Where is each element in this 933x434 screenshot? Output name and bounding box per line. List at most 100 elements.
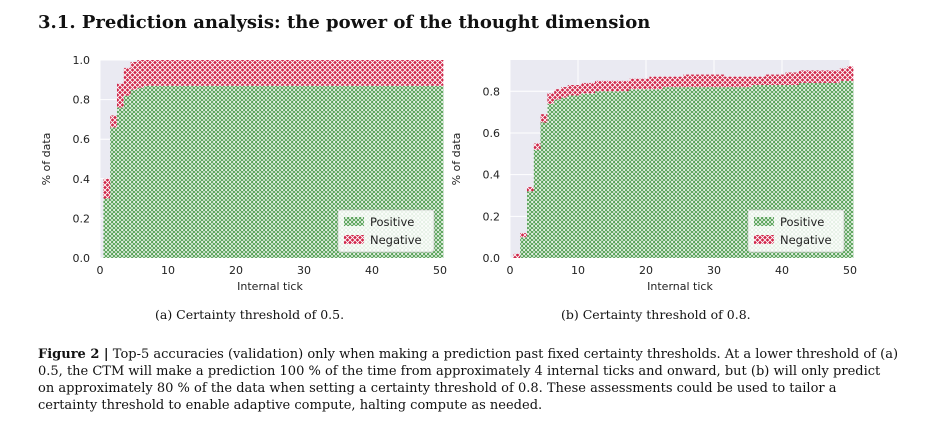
bar-positive (436, 85, 444, 258)
bar-positive (225, 85, 233, 258)
bar-positive (771, 85, 779, 258)
bar-positive (246, 85, 253, 258)
bar-positive (198, 85, 206, 258)
y-tick-label: 0.8 (483, 85, 501, 98)
y-axis-label: % of data (40, 133, 53, 186)
bar-negative (198, 60, 206, 86)
x-tick-label: 50 (843, 264, 857, 277)
bar-negative (151, 60, 158, 86)
bar-negative (171, 60, 179, 86)
bar-positive (527, 191, 534, 258)
bar-negative (402, 60, 410, 86)
bar-positive (137, 87, 145, 258)
bar-positive (368, 85, 376, 258)
bar-positive (697, 87, 704, 258)
bar-negative (409, 60, 417, 86)
bar-positive (588, 93, 595, 258)
legend-label-negative: Negative (780, 233, 832, 247)
bar-positive (574, 95, 582, 258)
bar-negative (334, 60, 342, 86)
bar-positive (635, 89, 643, 258)
bar-positive (219, 85, 226, 258)
bar-positive (649, 89, 657, 258)
y-tick-label: 0.2 (73, 212, 91, 225)
bar-negative (253, 60, 260, 86)
y-tick-label: 0.2 (483, 210, 501, 223)
bar-positive (266, 85, 274, 258)
bar-negative (771, 74, 779, 86)
bar-positive (792, 85, 799, 258)
bar-positive (547, 103, 555, 258)
bar-positive (554, 99, 561, 258)
bar-positive (212, 85, 219, 258)
bar-positive (307, 85, 315, 258)
bar-positive (157, 85, 165, 258)
bar-negative (130, 61, 138, 90)
legend-swatch-positive (754, 217, 774, 226)
bar-positive (615, 91, 623, 258)
bar-negative (581, 82, 589, 94)
legend-label-negative: Negative (370, 233, 422, 247)
bar-positive (123, 95, 131, 258)
bar-positive (669, 87, 677, 258)
bar-negative (225, 60, 233, 86)
bar-negative (601, 80, 609, 92)
y-tick-label: 0.0 (483, 252, 501, 265)
bar-positive (839, 80, 847, 258)
bar-negative (416, 60, 423, 86)
bar-negative (778, 74, 786, 86)
y-tick-label: 0.8 (73, 94, 91, 107)
bar-negative (635, 78, 643, 90)
bar-negative (429, 60, 437, 86)
bar-positive (171, 85, 179, 258)
bar-negative (212, 60, 219, 86)
bar-positive (758, 85, 765, 258)
bar-positive (683, 87, 691, 258)
bar-negative (799, 70, 806, 83)
bar-negative (683, 74, 691, 88)
x-axis-label: Internal tick (647, 280, 713, 293)
chart-b: 0.0 0.2 0.4 0.6 0.8 0 10 20 30 40 50 Internal tick%… (450, 60, 857, 293)
bar-negative (792, 72, 799, 86)
bar-positive (130, 89, 138, 258)
bar-positive (690, 87, 697, 258)
bar-negative (178, 60, 185, 86)
bar-positive (300, 85, 308, 258)
bar-negative (246, 60, 253, 86)
bar-positive (595, 91, 602, 258)
y-axis-label: % of data (450, 133, 463, 186)
bar-positive (642, 89, 650, 258)
bar-positive (110, 127, 117, 258)
bar-negative (266, 60, 274, 86)
bar-positive (656, 89, 663, 258)
x-tick-label: 10 (161, 264, 175, 277)
bar-positive (833, 82, 840, 258)
bar-positive (819, 82, 827, 258)
bar-positive (321, 85, 328, 258)
bar-positive (581, 93, 589, 258)
bar-negative (232, 60, 240, 86)
bar-negative (846, 66, 854, 81)
bar-positive (540, 122, 548, 259)
bar-positive (724, 87, 731, 258)
bar-positive (805, 82, 813, 258)
y-tick-label: 0.4 (483, 169, 501, 182)
bar-positive (178, 85, 185, 258)
bar-positive (737, 87, 745, 258)
bar-negative (785, 72, 793, 86)
bar-negative (744, 76, 752, 88)
bar-negative (812, 70, 820, 83)
bar-positive (355, 85, 362, 258)
bar-positive (293, 85, 301, 258)
bar-negative (191, 60, 199, 86)
bar-positive (273, 85, 281, 258)
bar-negative (219, 60, 226, 86)
bar-positive (103, 198, 111, 258)
bar-positive (334, 85, 342, 258)
bar-positive (151, 85, 158, 258)
bar-positive (608, 91, 616, 258)
section-title: 3.1. Prediction analysis: the power of t… (38, 12, 651, 33)
bar-negative (259, 60, 267, 86)
bar-negative (423, 60, 430, 86)
x-tick-label: 30 (297, 264, 311, 277)
